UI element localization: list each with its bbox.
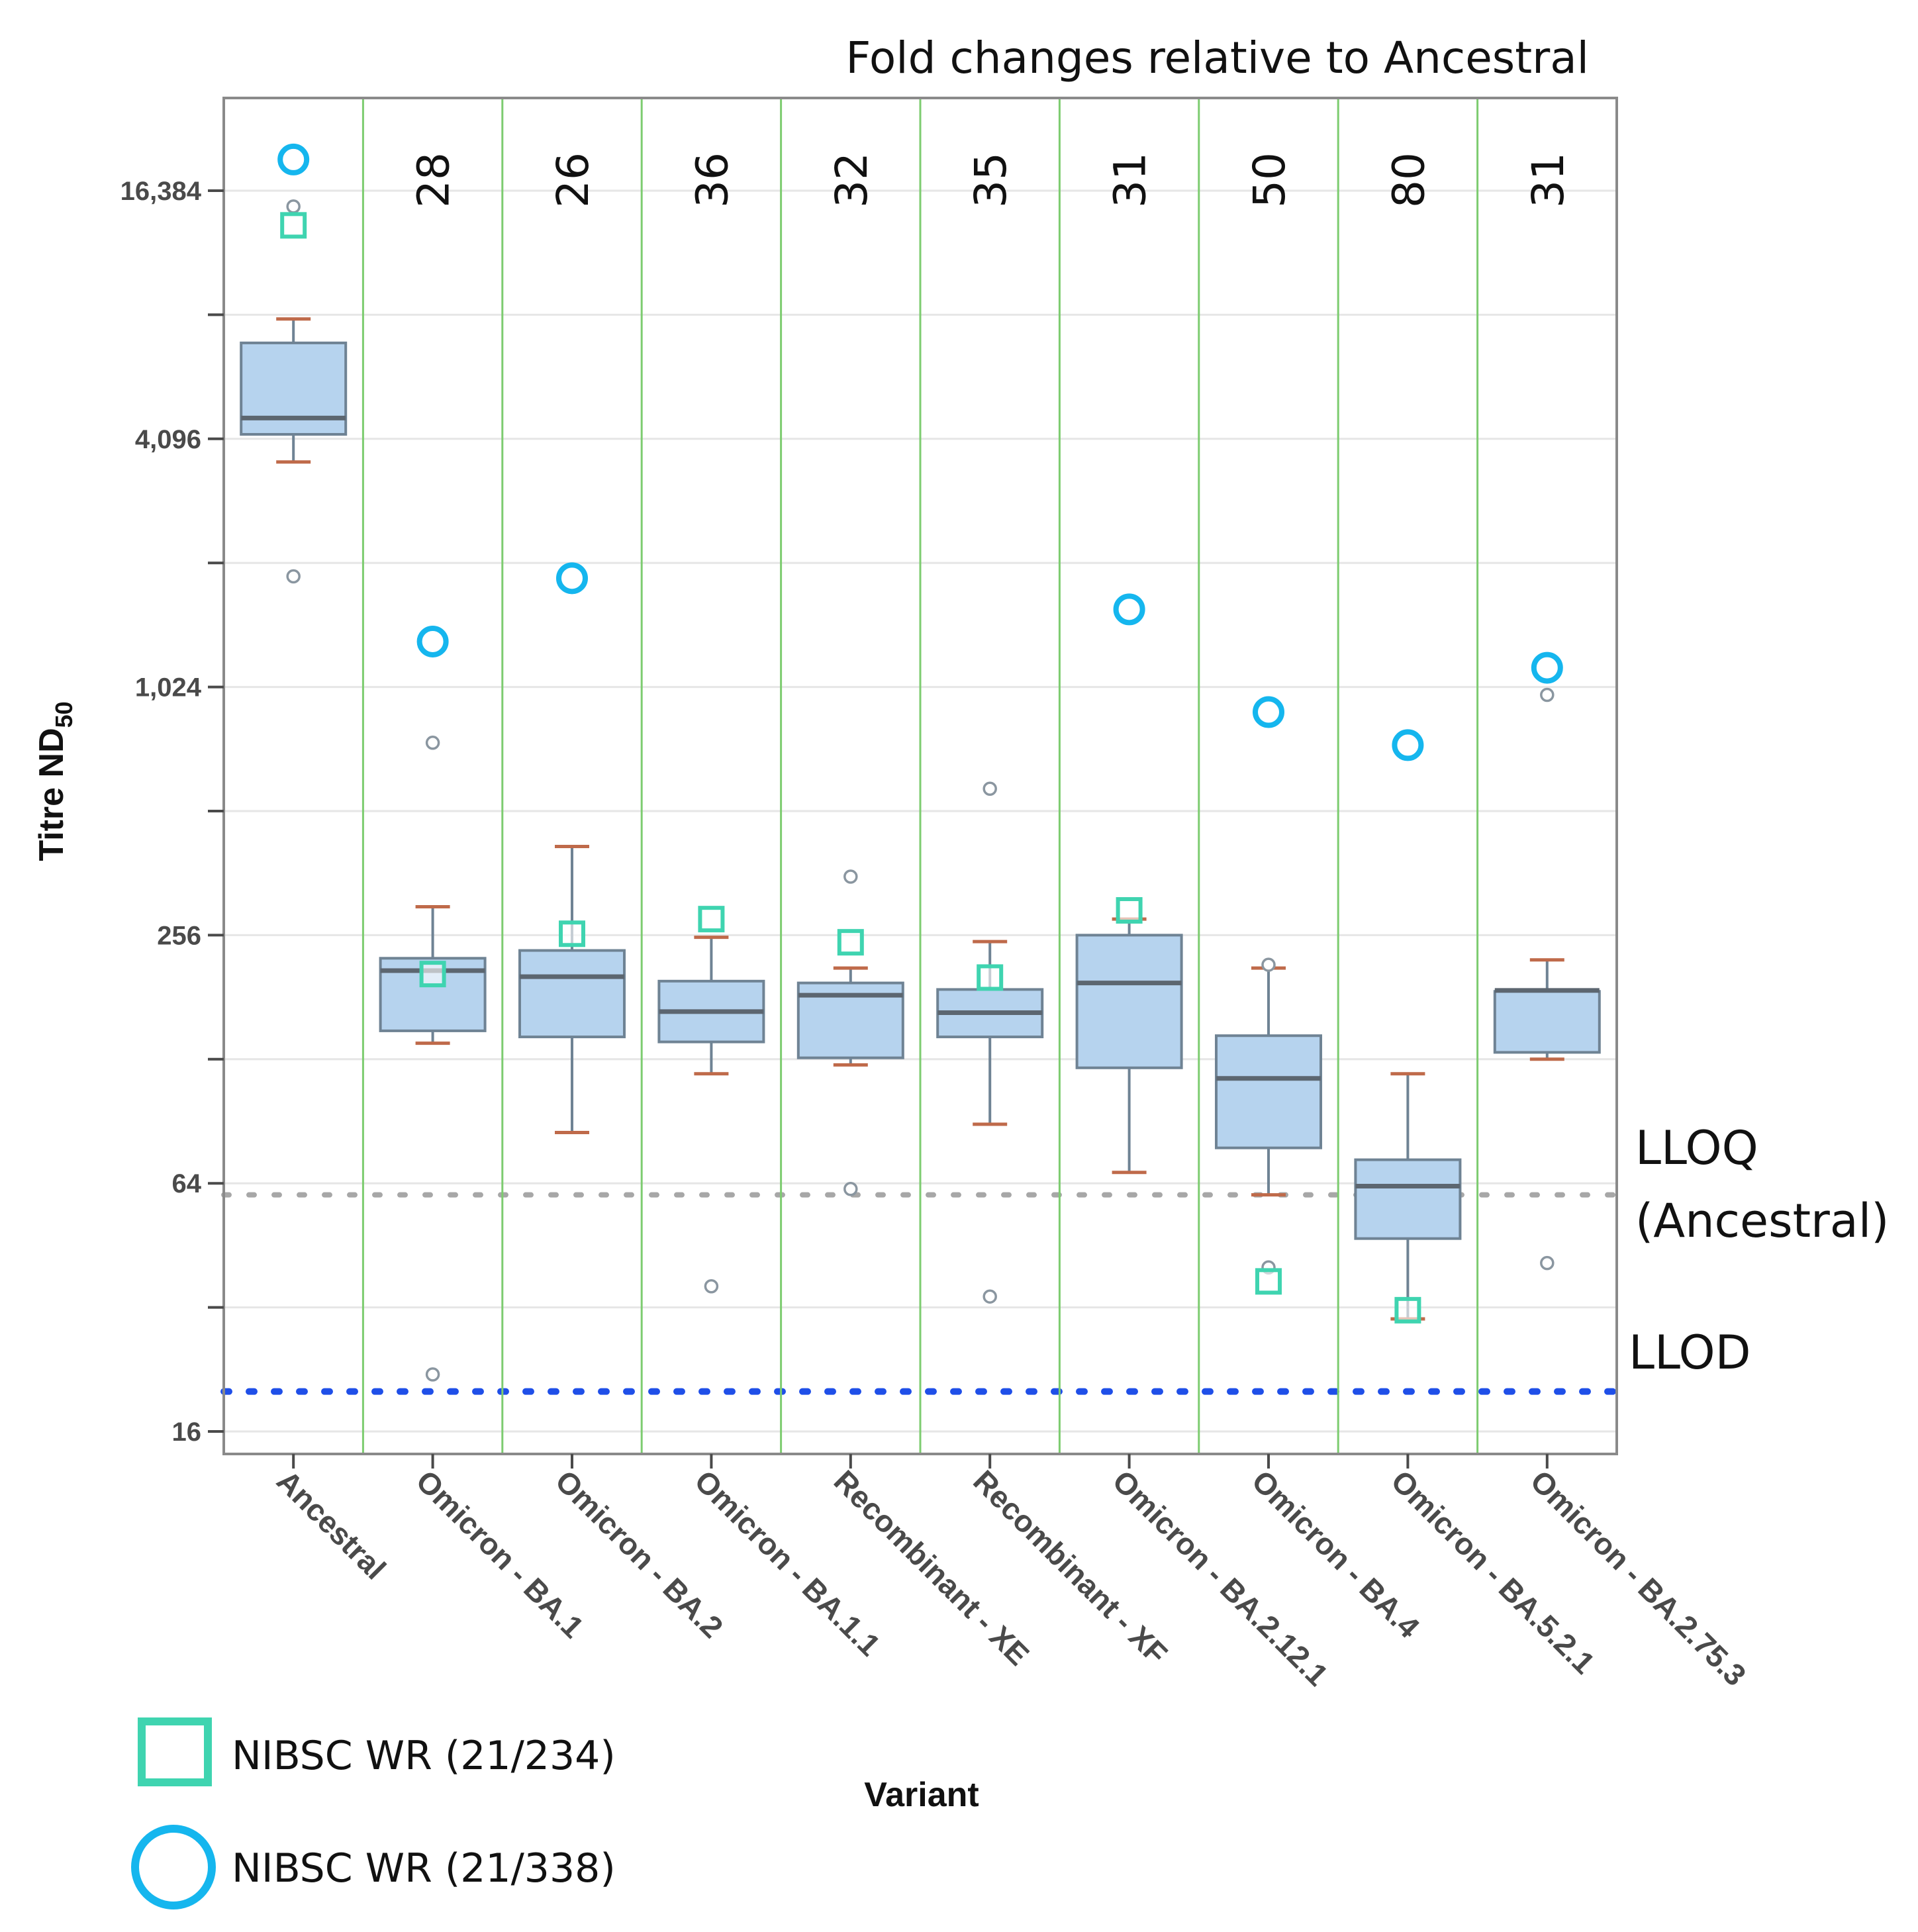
wr-21-338-marker — [1113, 593, 1145, 626]
outlier-point — [1540, 687, 1555, 702]
box-9 — [1493, 687, 1601, 1271]
fold-change-label: 80 — [1383, 152, 1434, 208]
wr-21-338-marker — [556, 562, 588, 595]
box-iqr — [518, 949, 626, 1039]
fold-change-label: 28 — [408, 152, 459, 208]
outlier-point — [843, 1182, 858, 1196]
box-iqr — [1493, 990, 1601, 1054]
fold-change-label: 35 — [965, 152, 1016, 208]
legend-label-21-338: NIBSC WR (21/338) — [232, 1845, 616, 1892]
axes — [208, 97, 1618, 1469]
wr-21-234-marker — [419, 961, 446, 988]
wr-21-338-marker — [277, 143, 310, 175]
outlier-point — [425, 736, 440, 750]
outlier-point — [286, 569, 301, 584]
lloq-sublabel: (Ancestral) — [1635, 1194, 1889, 1248]
y-tick-label: 1,024 — [135, 673, 202, 702]
llod-label: LLOD — [1629, 1326, 1751, 1380]
wr-21-234-marker — [280, 212, 307, 239]
wr-21-234-marker — [1394, 1296, 1421, 1324]
chart-title: Fold changes relative to Ancestral — [845, 32, 1589, 83]
wr-21-234-marker — [1255, 1268, 1282, 1295]
box-0 — [240, 199, 348, 584]
fold-change-label: 31 — [1105, 152, 1156, 208]
outlier-point — [843, 869, 858, 884]
outlier-point — [1540, 1255, 1555, 1271]
outlier-point — [983, 1289, 997, 1304]
y-tick-label: 64 — [172, 1169, 202, 1198]
fold-change-label: 32 — [826, 152, 877, 208]
fold-change-label: 26 — [548, 152, 599, 208]
wr-21-234-marker — [1116, 896, 1143, 924]
wr-21-338-marker — [416, 625, 449, 657]
wr-21-234-marker — [837, 929, 864, 956]
y-tick-label: 16 — [172, 1418, 202, 1447]
variant-dividers — [361, 98, 1479, 1454]
reference-markers — [277, 143, 1563, 1324]
outlier-point — [983, 781, 997, 797]
box-2 — [518, 845, 626, 1134]
outlier-point — [1261, 957, 1276, 972]
fold-change-label: 31 — [1523, 152, 1574, 208]
y-tick-label: 4,096 — [135, 425, 201, 454]
plot-frame — [222, 97, 1618, 1455]
box-5 — [936, 781, 1044, 1304]
box-4 — [796, 869, 904, 1196]
y-tick-label: 16,384 — [120, 177, 202, 206]
box-iqr — [1215, 1034, 1322, 1149]
wr-21-234-marker — [698, 906, 725, 933]
y-tick-label: 256 — [157, 921, 201, 950]
outlier-point — [425, 1367, 440, 1382]
fold-change-label: 36 — [687, 152, 738, 208]
box-series — [240, 199, 1601, 1382]
wr-21-338-marker — [1531, 652, 1563, 684]
wr-21-234-marker — [977, 964, 1004, 991]
box-iqr — [1354, 1158, 1462, 1240]
box-iqr — [1075, 934, 1183, 1069]
legend-circle-marker — [131, 1825, 216, 1909]
x-axis-title: Variant — [864, 1776, 979, 1814]
legend-label-21-234: NIBSC WR (21/234) — [232, 1733, 616, 1779]
y-axis-title: Titre ND50 — [32, 701, 77, 861]
wr-21-338-marker — [1253, 696, 1284, 728]
box-iqr — [240, 341, 348, 436]
legend-square-marker — [138, 1717, 212, 1786]
box-7 — [1215, 957, 1322, 1275]
wr-21-234-marker — [559, 920, 585, 947]
legend: NIBSC WR (21/234) NIBSC WR (21/338) — [131, 1717, 616, 1909]
category-label: Ancestral — [270, 1463, 393, 1586]
outlier-point — [704, 1279, 719, 1294]
box-3 — [657, 936, 765, 1294]
fold-change-label: 50 — [1244, 152, 1295, 208]
outlier-point — [286, 199, 301, 214]
box-6 — [1075, 917, 1183, 1175]
lloq-label: LLOQ — [1635, 1121, 1758, 1175]
wr-21-338-marker — [1392, 729, 1424, 761]
